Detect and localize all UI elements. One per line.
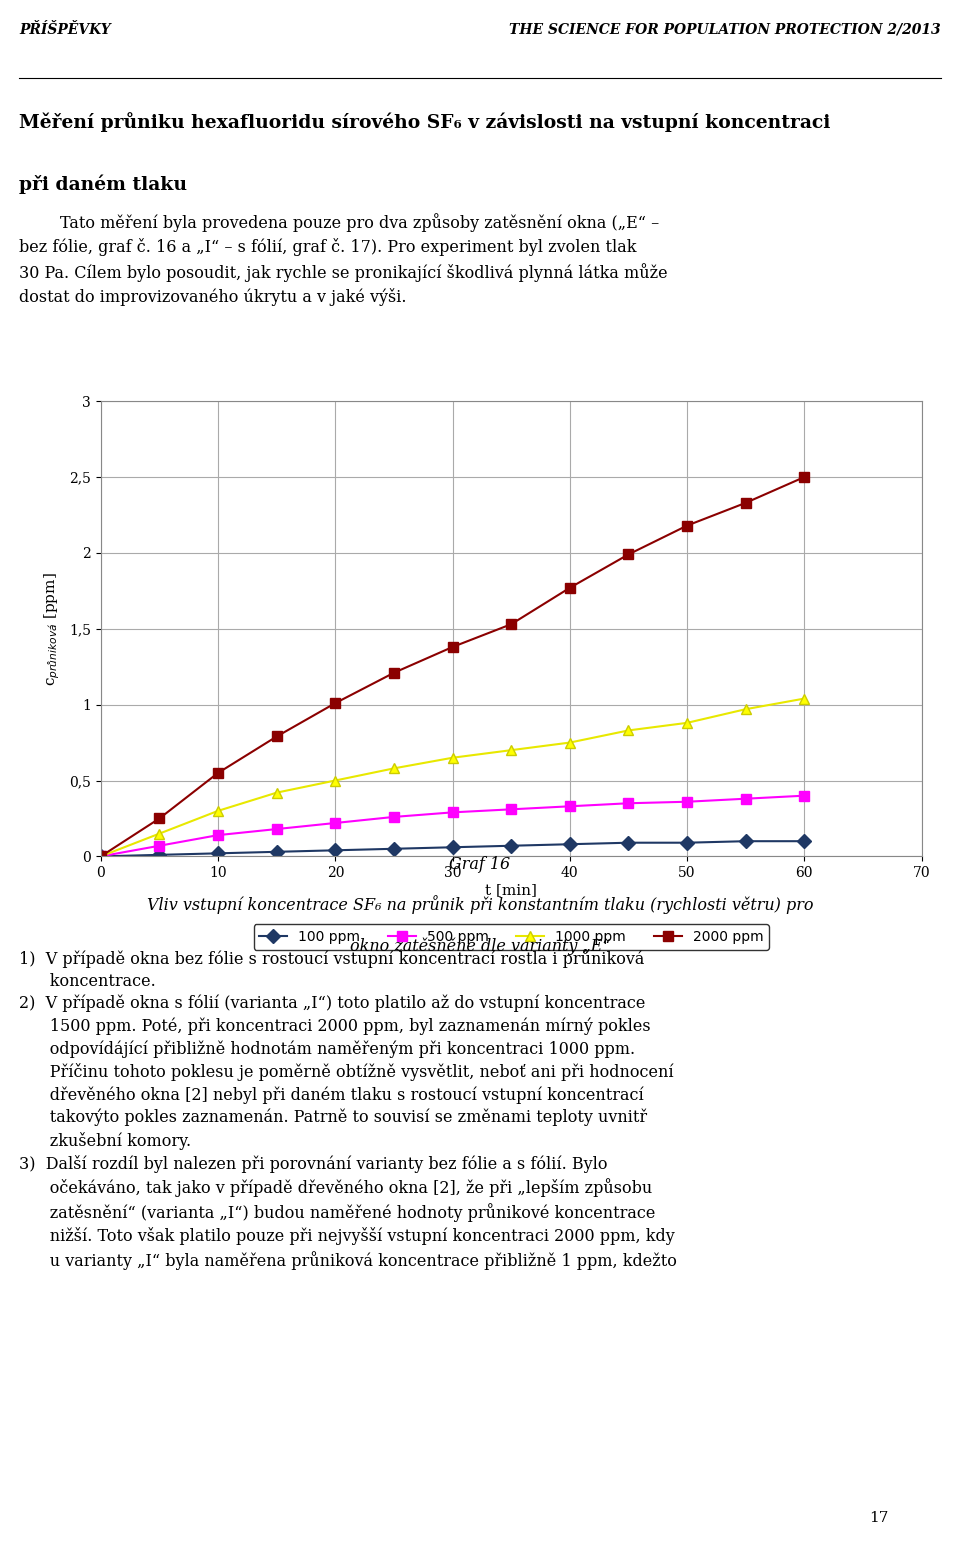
2000 ppm — [154, 809, 165, 827]
1000 ppm — [329, 772, 341, 790]
500 ppm — [564, 798, 576, 816]
100 ppm — [154, 846, 165, 864]
500 ppm — [799, 787, 810, 805]
100 ppm — [212, 844, 224, 863]
2000 ppm — [623, 545, 635, 563]
Text: THE SCIENCE FOR POPULATION PROTECTION 2/2013: THE SCIENCE FOR POPULATION PROTECTION 2/… — [509, 23, 941, 37]
1000 ppm — [212, 802, 224, 821]
Text: 1)  V případě okna bez fólie s rostoucí vstupní koncentrací rostla i průniková
 : 1) V případě okna bez fólie s rostoucí v… — [19, 949, 677, 1270]
2000 ppm — [682, 517, 693, 535]
1000 ppm — [740, 701, 752, 719]
Text: při daném tlaku: při daném tlaku — [19, 174, 187, 194]
500 ppm — [271, 819, 282, 838]
500 ppm — [388, 807, 399, 826]
100 ppm — [329, 841, 341, 859]
1000 ppm — [623, 721, 635, 739]
Legend: 100 ppm, 500 ppm, 1000 ppm, 2000 ppm: 100 ppm, 500 ppm, 1000 ppm, 2000 ppm — [253, 924, 769, 949]
2000 ppm — [388, 663, 399, 682]
Line: 1000 ppm: 1000 ppm — [96, 694, 809, 861]
100 ppm — [505, 836, 516, 855]
1000 ppm — [564, 733, 576, 751]
Text: Měření průniku hexafluoridu sírového SF₆ v závislosti na vstupní koncentraci: Měření průniku hexafluoridu sírového SF₆… — [19, 111, 830, 131]
1000 ppm — [154, 824, 165, 842]
100 ppm — [682, 833, 693, 852]
2000 ppm — [95, 847, 107, 866]
2000 ppm — [799, 468, 810, 486]
Line: 500 ppm: 500 ppm — [96, 792, 809, 861]
Y-axis label: c$_{průniková}$ [ppm]: c$_{průniková}$ [ppm] — [42, 572, 62, 685]
500 ppm — [95, 847, 107, 866]
500 ppm — [505, 801, 516, 819]
100 ppm — [740, 832, 752, 850]
100 ppm — [95, 847, 107, 866]
100 ppm — [623, 833, 635, 852]
1000 ppm — [271, 784, 282, 802]
2000 ppm — [271, 727, 282, 745]
Text: PŘÍŠPĚVKY: PŘÍŠPĚVKY — [19, 23, 110, 37]
100 ppm — [799, 832, 810, 850]
Text: 17: 17 — [869, 1511, 888, 1526]
2000 ppm — [740, 494, 752, 512]
Text: Vliv vstupní koncentrace SF₆ na průnik při konstantním tlaku (rychlosti větru) p: Vliv vstupní koncentrace SF₆ na průnik p… — [147, 895, 813, 913]
500 ppm — [682, 793, 693, 812]
500 ppm — [212, 826, 224, 844]
1000 ppm — [95, 847, 107, 866]
2000 ppm — [505, 616, 516, 634]
2000 ppm — [564, 579, 576, 597]
1000 ppm — [682, 713, 693, 731]
X-axis label: t [min]: t [min] — [485, 883, 538, 896]
Text: Graf 16: Graf 16 — [449, 856, 511, 873]
2000 ppm — [446, 637, 458, 656]
1000 ppm — [388, 759, 399, 778]
500 ppm — [329, 813, 341, 832]
2000 ppm — [212, 764, 224, 782]
500 ppm — [740, 790, 752, 809]
Text: okno zatěsněné dle varianty „E“: okno zatěsněné dle varianty „E“ — [349, 938, 611, 955]
500 ppm — [446, 802, 458, 821]
1000 ppm — [799, 690, 810, 708]
2000 ppm — [329, 694, 341, 713]
Text: Tato měření byla provedena pouze pro dva způsoby zatěsnění okna („E“ –
bez fólie: Tato měření byla provedena pouze pro dva… — [19, 213, 668, 306]
100 ppm — [388, 839, 399, 858]
Line: 100 ppm: 100 ppm — [96, 836, 809, 861]
1000 ppm — [505, 741, 516, 759]
100 ppm — [446, 838, 458, 856]
500 ppm — [154, 836, 165, 855]
1000 ppm — [446, 748, 458, 767]
500 ppm — [623, 795, 635, 813]
100 ppm — [271, 842, 282, 861]
Line: 2000 ppm: 2000 ppm — [96, 472, 809, 861]
100 ppm — [564, 835, 576, 853]
